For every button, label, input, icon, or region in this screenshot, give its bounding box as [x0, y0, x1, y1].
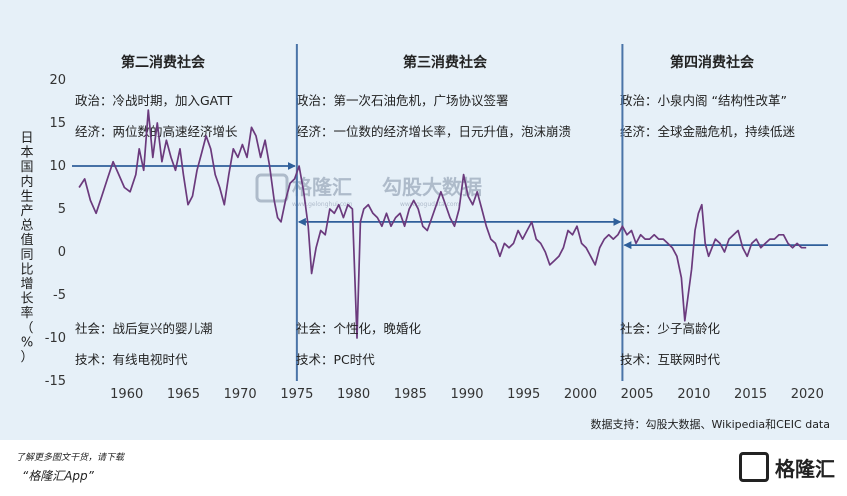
watermark-right-sub: www.gogudata.com	[400, 201, 460, 208]
era-4-politics: 政治：小泉内阁 “结构性改革”	[620, 93, 787, 108]
footer-promo: 了解更多图文干货，请下载	[16, 453, 125, 463]
y-axis-label-char: ）	[20, 350, 33, 365]
y-tick-label: 5	[58, 202, 66, 217]
y-axis-label-char: 内	[20, 174, 33, 190]
era-4-society: 社会：少子高龄化	[620, 321, 721, 336]
era-dividers	[295, 44, 624, 381]
logo-icon	[739, 452, 769, 482]
x-tick-label: 2005	[621, 387, 654, 402]
era-title-3: 第三消费社会	[403, 54, 488, 71]
y-axis-label-char: 国	[20, 160, 33, 175]
x-tick-label: 1985	[394, 387, 427, 402]
x-tick-label: 1970	[224, 387, 257, 402]
era-3-society: 社会：个性化，晚婚化	[296, 321, 422, 336]
y-tick-label: 15	[49, 116, 66, 131]
x-tick-label: 1980	[337, 387, 370, 402]
y-axis-label-char: 本	[20, 146, 33, 161]
x-tick-label: 2020	[791, 387, 824, 402]
x-tick-label: 2015	[734, 387, 767, 402]
y-ticks: -15 -10 -5 0 5 10 15 20	[45, 73, 66, 389]
y-axis-label-char: 同	[20, 248, 33, 263]
era-title-2: 第二消费社会	[121, 54, 206, 71]
y-axis-label-char: 日	[20, 131, 33, 146]
x-tick-label: 1965	[167, 387, 200, 402]
y-axis-label-char: （	[20, 321, 33, 336]
era-2-society: 社会：战后复兴的婴儿潮	[75, 321, 213, 336]
y-tick-label: 0	[58, 245, 66, 260]
footer-logo: 格隆汇	[739, 452, 835, 482]
era-2-politics: 政治：冷战时期，加入GATT	[75, 93, 233, 108]
y-tick-label: 20	[49, 73, 66, 88]
y-axis-label-char: 率	[20, 305, 33, 321]
y-axis-label-char: 增	[20, 277, 33, 292]
y-tick-label: 10	[49, 159, 66, 174]
x-tick-label: 1975	[280, 387, 313, 402]
watermark-left-sub: www.gelonghui.com	[292, 201, 353, 208]
y-axis-label-char: 长	[20, 292, 33, 307]
footer-logo-text: 格隆汇	[775, 456, 835, 481]
x-tick-label: 1995	[507, 387, 540, 402]
y-tick-label: -15	[45, 374, 66, 389]
y-axis-label-char: 产	[20, 204, 33, 219]
chart-panel: 第二消费社会 第三消费社会 第四消费社会 政治：冷战时期，加入GATT 政治：第…	[0, 0, 847, 440]
y-tick-label: -5	[53, 288, 66, 303]
era-4-economy: 经济：全球金融危机，持续低迷	[620, 124, 796, 139]
y-axis-label-char: 值	[20, 232, 33, 248]
era-title-4: 第四消费社会	[670, 54, 755, 71]
y-tick-label: -10	[45, 331, 66, 346]
x-ticks: 1960 1965 1970 1975 1980 1985 1990 1995 2000 2005…	[110, 387, 824, 402]
y-axis-label-char: %	[21, 335, 33, 350]
era-3-economy: 经济：一位数的经济增长率，日元升值，泡沫崩溃	[296, 124, 571, 139]
y-axis-label-char: 比	[20, 262, 33, 277]
era-3-tech: 技术：PC时代	[296, 352, 375, 367]
x-tick-label: 2000	[564, 387, 597, 402]
series-layer	[78, 109, 807, 339]
x-tick-label: 1960	[110, 387, 143, 402]
data-source: 数据支持：勾股大数据、Wikipedia和CEIC data	[591, 417, 830, 431]
x-tick-label: 2010	[677, 387, 710, 402]
era-4-tech: 技术：互联网时代	[620, 352, 721, 367]
era-3-politics: 政治：第一次石油危机，广场协议签署	[296, 93, 509, 108]
era-2-tech: 技术：有线电视时代	[75, 352, 188, 367]
gdp-growth-chart: 第二消费社会 第三消费社会 第四消费社会 政治：冷战时期，加入GATT 政治：第…	[20, 44, 830, 431]
y-axis-label-char: 生	[20, 189, 33, 204]
y-axis-label-char: 总	[20, 219, 33, 234]
gdp-growth-series-line	[78, 109, 807, 339]
footer-app-name[interactable]: “格隆汇App”	[22, 469, 94, 483]
x-tick-label: 1990	[450, 387, 483, 402]
footer: 了解更多图文干货，请下载 “格隆汇App” 格隆汇	[0, 440, 847, 496]
